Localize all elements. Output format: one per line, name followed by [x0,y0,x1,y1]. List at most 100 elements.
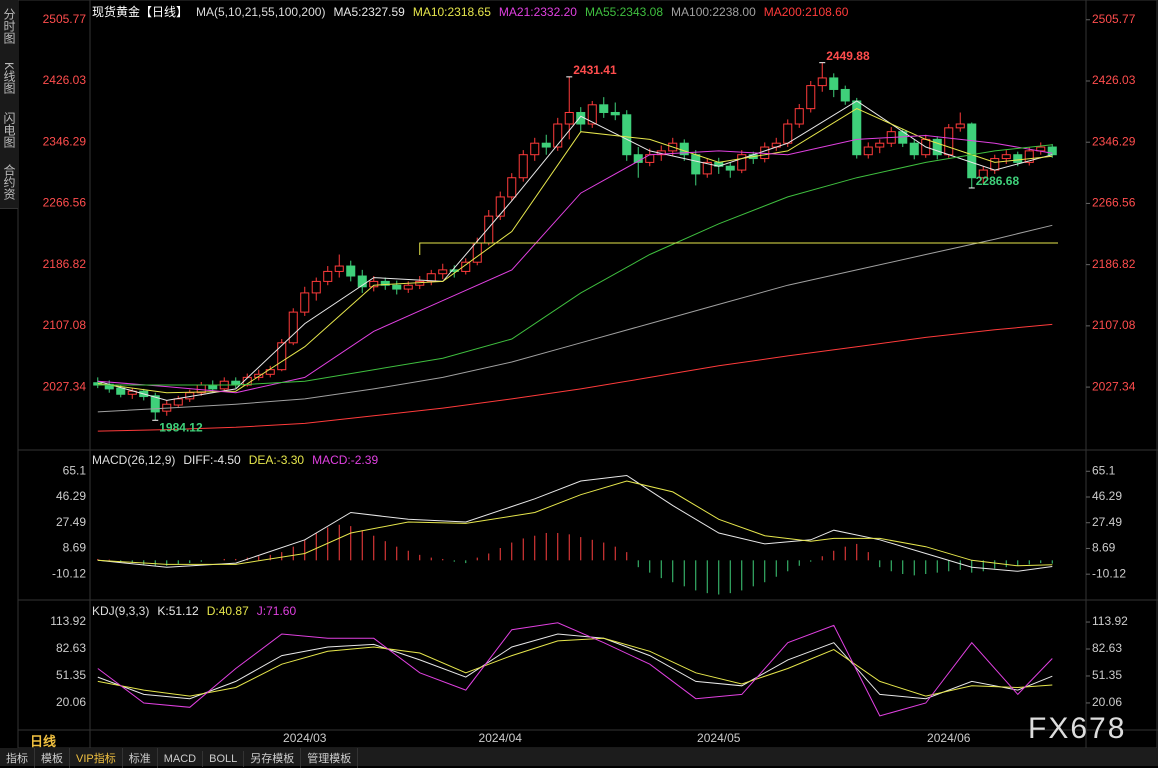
candle-body [380,280,390,286]
series-line [97,637,1053,697]
y-tick-label: 8.69 [63,541,87,555]
series-line [97,480,1053,567]
candle-body [150,395,160,413]
candle-body [392,284,402,290]
legend-entry: MA55:2343.08 [584,5,664,19]
toolbar-tab[interactable]: 指标 [0,748,35,768]
series-line [97,108,1053,394]
series-line [97,622,1053,717]
legend-entry: D:40.87 [206,604,249,618]
candle-body [840,88,850,102]
sidebar-tab[interactable]: 闪电图 [0,104,18,157]
candle-body [116,387,126,395]
y-tick-label: 2505.77 [43,12,87,26]
candle-body [426,273,436,282]
toolbar-tab[interactable]: 标准 [123,748,158,768]
candle-body [518,154,528,179]
legend-entry: MA10:2318.65 [412,5,491,19]
legend-entry: MA21:2332.20 [498,5,577,19]
candle-body [564,111,574,125]
sidebar-tab[interactable]: 合约资料 [0,156,18,209]
y-tick-label: 82.63 [56,641,86,655]
candle-body [495,196,505,217]
y-tick-label: 113.92 [1092,614,1128,628]
toolbar-tab[interactable]: 模板 [35,748,70,768]
candle-body [932,138,942,156]
sidebar-tab[interactable]: 分时图 [0,0,18,53]
panel: 20.06 20.06 51.35 51.35 82.63 82.63 113.92 113.… [50,614,1128,745]
y-tick-label: 27.49 [56,515,86,529]
y-tick-label: 65.1 [63,463,87,477]
legend-entry: MA100:2238.00 [671,5,756,19]
candle-body [288,311,298,344]
y-tick-label: 51.35 [1092,668,1122,682]
legend-entry: DIFF:-4.50 [183,453,241,467]
candle-body [1047,146,1057,156]
panel: 2027.34 2027.34 2107.08 2107.08 2186.82 2186.… [43,12,1136,435]
extreme-label: 2431.41 [573,63,617,77]
watermark: FX678 [1028,712,1127,745]
y-tick-label: 20.06 [56,695,86,709]
candle-body [599,104,609,113]
toolbar-tab[interactable]: 另存模板 [244,748,302,768]
extreme-label: 2449.88 [826,49,870,63]
y-tick-label: 2346.29 [43,134,87,148]
candle-body [794,108,804,125]
x-tick-label: 2024/05 [697,731,741,745]
candle-body [438,269,448,275]
candle-body [507,177,517,198]
candle-body [622,114,632,156]
y-tick-label: 51.35 [56,668,86,682]
candle-body [737,154,747,171]
candle-body [829,77,839,90]
toolbar: 指标 模板 VIP指标 标准 MACD BOLL 另存模板 管理模板 [0,748,1158,768]
x-tick-label: 2024/04 [479,731,523,745]
series-line [97,224,1053,413]
y-tick-label: 2266.56 [1092,196,1136,210]
period-selector[interactable]: 日线 [30,734,57,749]
toolbar-tab[interactable]: VIP指标 [70,748,123,768]
legend-entry: MA200:2108.60 [763,5,849,19]
candle-body [875,142,885,148]
sidebar-tab[interactable]: K线图 [0,52,18,105]
candle-body [541,142,551,148]
y-tick-label: 46.29 [56,489,86,503]
y-tick-label: 2186.82 [43,257,87,271]
legend-entry: J:71.60 [256,604,297,618]
kdj-header: KDJ(9,3,3) K:51.12 D:40.87 J:71.60 [92,604,304,618]
candle-body [817,77,827,87]
candle-body [208,384,218,390]
candle-body [587,104,597,125]
toolbar-tab[interactable]: BOLL [203,751,245,767]
y-tick-label: -10.12 [52,566,86,580]
candle-body [783,123,793,144]
y-tick-label: 113.92 [50,614,86,628]
y-tick-label: 46.29 [1092,489,1122,503]
toolbar-tab[interactable]: 管理模板 [301,748,359,768]
series-line [97,323,1053,432]
x-tick-label: 2024/06 [927,731,971,745]
y-tick-label: 65.1 [1092,463,1116,477]
y-tick-label: 2107.08 [1092,318,1136,332]
candle-body [277,342,287,371]
candle-body [1001,154,1011,160]
extreme-label: 2286.68 [976,174,1020,188]
candle-body [610,111,620,116]
extreme-label: 1984.12 [159,420,203,434]
x-tick-label: 2024/03 [283,731,327,745]
legend-entry: DEA:-3.30 [248,453,305,467]
candle-body [1013,154,1023,163]
candle-body [691,154,701,175]
legend-entry: MA5:2327.59 [333,5,405,19]
candle-body [300,292,310,313]
price-header: 现货黄金【日线】 MA(5,10,21,55,100,200) MA5:2327.5… [92,3,856,20]
candle-body [725,165,735,171]
toolbar-tab[interactable]: MACD [158,751,204,767]
series-line [97,474,1053,572]
series-line [97,134,1053,394]
candle-body [530,142,540,156]
y-tick-label: 2027.34 [43,379,87,393]
candle-body [357,275,367,288]
candle-body [679,142,689,156]
